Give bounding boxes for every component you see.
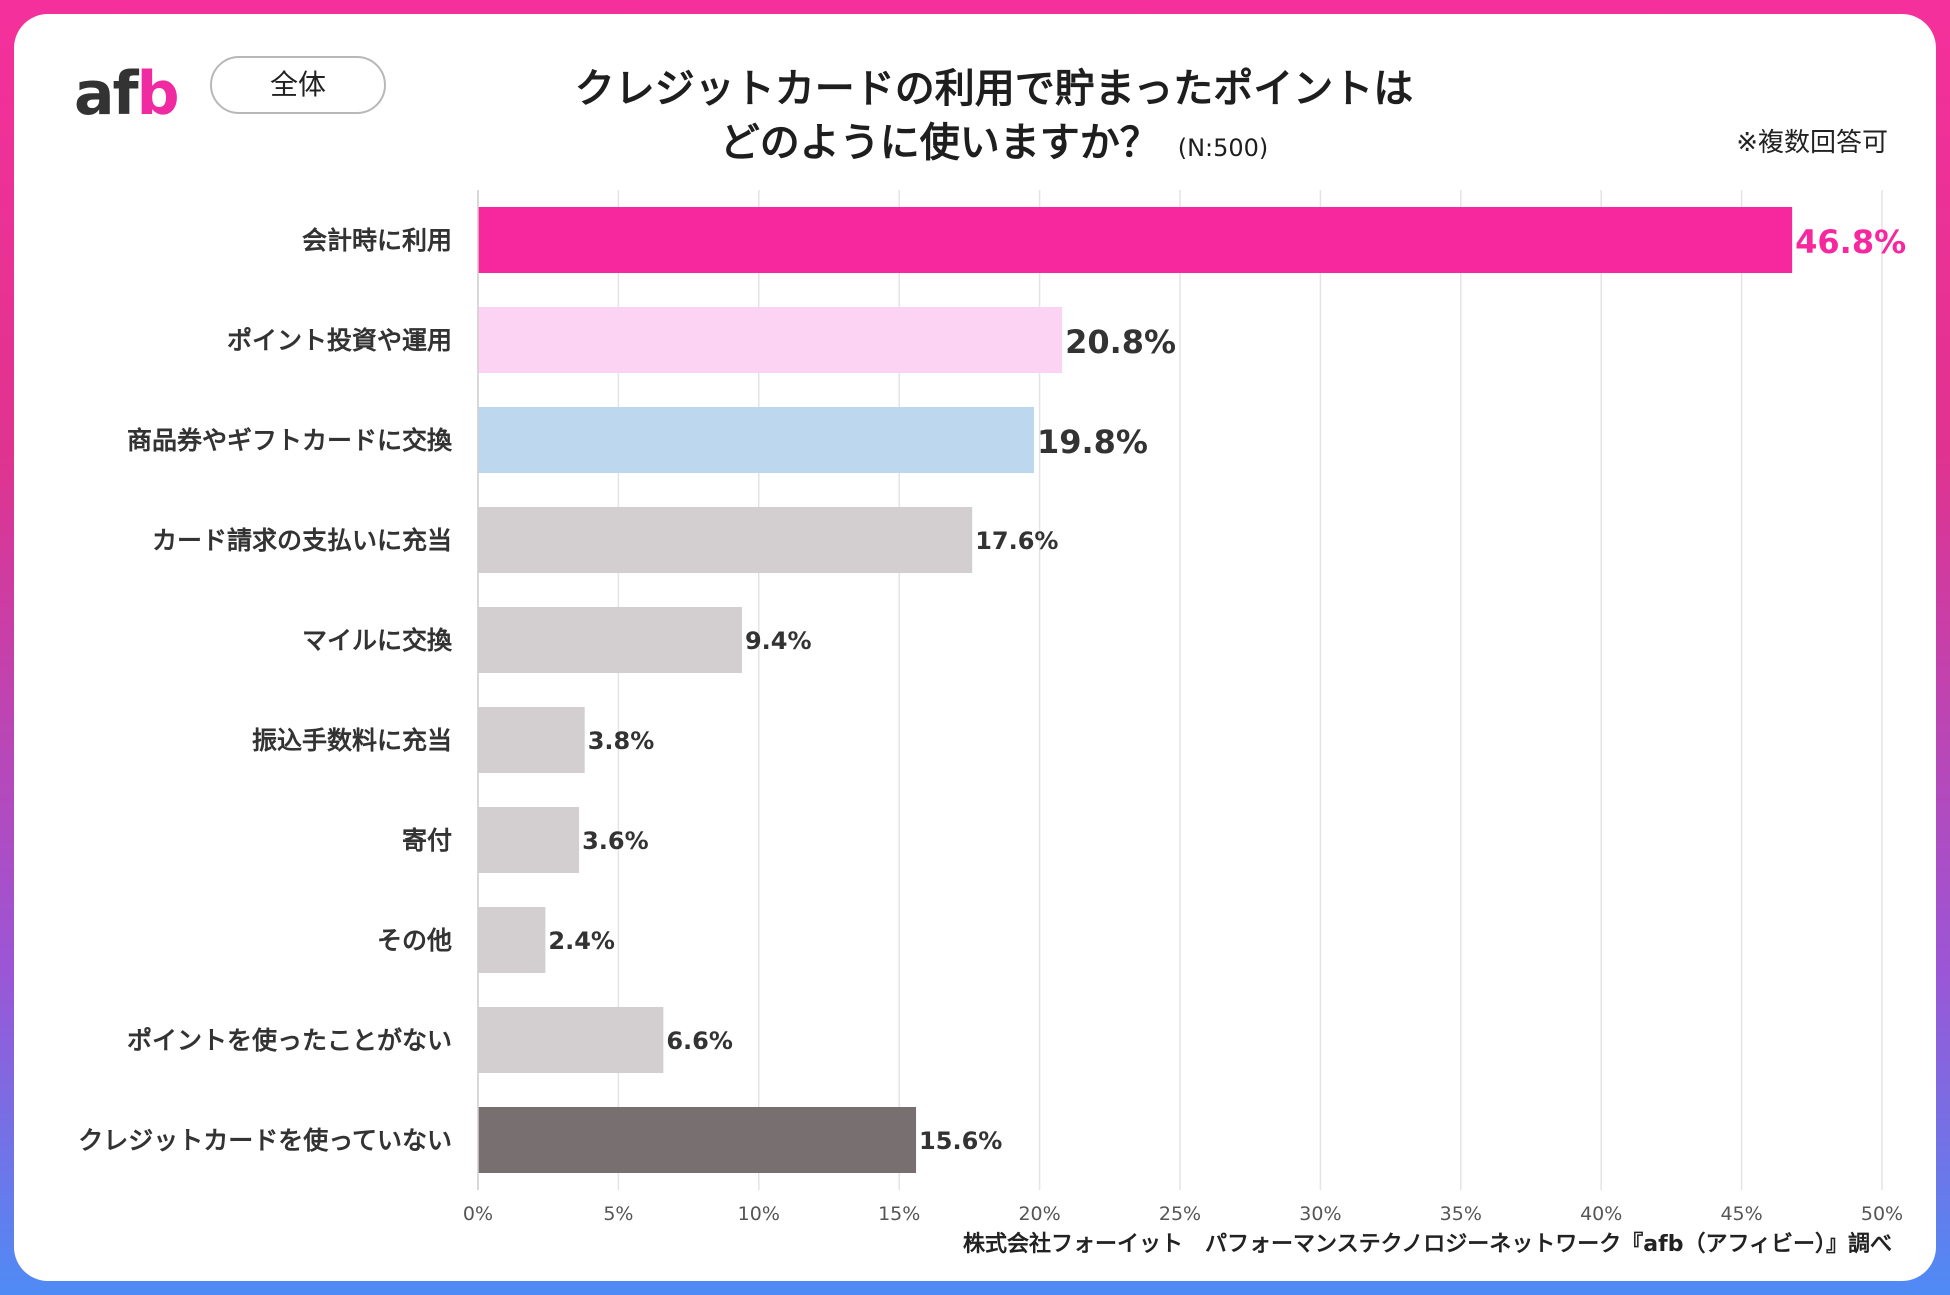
title-line-2: どのように使いますか？ (N:500) (719, 120, 1269, 166)
value-label: 3.6% (582, 827, 649, 855)
x-tick-label: 10% (738, 1203, 780, 1225)
sample-size: (N:500) (1177, 134, 1269, 162)
x-tick-label: 5% (603, 1203, 633, 1225)
bar (478, 607, 742, 673)
source-credit: 株式会社フォーイット パフォーマンステクノロジーネットワーク『afb（アフィビー… (963, 1232, 1892, 1257)
value-label: 17.6% (975, 527, 1058, 555)
multiple-answer-note: ※複数回答可 (1736, 128, 1888, 158)
category-label: カード請求の支払いに充当 (152, 526, 452, 555)
segment-badge: 全体 (210, 56, 386, 114)
bar (478, 807, 580, 873)
bar (478, 707, 585, 773)
category-label: ポイントを使ったことがない (127, 1026, 452, 1055)
bar (478, 207, 1793, 273)
bar (478, 1107, 917, 1173)
category-label: マイルに交換 (302, 626, 453, 655)
x-tick-label: 30% (1299, 1203, 1341, 1225)
value-label: 20.8% (1065, 323, 1176, 361)
category-label: 振込手数料に充当 (252, 726, 452, 755)
title-line-1: クレジットカードの利用で貯まったポイントは (574, 66, 1414, 112)
category-label: ポイント投資や運用 (227, 326, 452, 355)
x-tick-label: 35% (1440, 1203, 1482, 1225)
chart-title: クレジットカードの利用で貯まったポイントは どのように使いますか？ (N:500) (414, 62, 1574, 175)
bar (478, 907, 546, 973)
x-tick-label: 20% (1018, 1203, 1060, 1225)
afb-logo: afb (74, 59, 180, 129)
value-label: 46.8% (1795, 223, 1906, 261)
category-label: クレジットカードを使っていない (78, 1126, 452, 1155)
x-tick-label: 40% (1580, 1203, 1622, 1225)
bar (478, 307, 1063, 373)
value-label: 19.8% (1037, 423, 1148, 461)
x-tick-label: 25% (1159, 1203, 1201, 1225)
category-label: 商品券やギフトカードに交換 (127, 426, 453, 455)
x-tick-label: 15% (878, 1203, 920, 1225)
category-label: その他 (377, 926, 452, 955)
bar (478, 507, 973, 573)
value-label: 6.6% (666, 1027, 733, 1055)
value-label: 3.8% (588, 727, 655, 755)
value-label: 2.4% (548, 927, 615, 955)
x-tick-label: 0% (463, 1203, 493, 1225)
category-label: 会計時に利用 (302, 226, 452, 255)
value-label: 15.6% (919, 1127, 1002, 1155)
bar (478, 407, 1034, 473)
value-label: 9.4% (745, 627, 812, 655)
x-tick-label: 45% (1720, 1203, 1762, 1225)
x-tick-label: 50% (1861, 1203, 1903, 1225)
bar (478, 1007, 664, 1073)
category-label: 寄付 (402, 826, 452, 855)
